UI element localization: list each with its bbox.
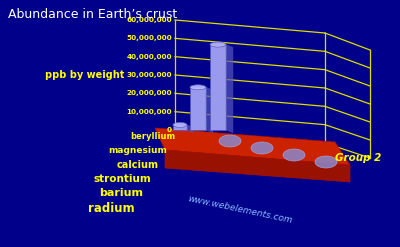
- Text: beryllium: beryllium: [130, 132, 175, 141]
- Text: ppb by weight: ppb by weight: [45, 70, 125, 80]
- Polygon shape: [226, 44, 233, 133]
- Text: calcium: calcium: [117, 160, 159, 170]
- Polygon shape: [210, 44, 226, 130]
- Ellipse shape: [283, 149, 305, 161]
- Text: radium: radium: [88, 202, 135, 215]
- Ellipse shape: [219, 135, 241, 147]
- Ellipse shape: [190, 85, 206, 90]
- Text: 50,000,000: 50,000,000: [126, 35, 172, 41]
- Ellipse shape: [251, 142, 273, 154]
- Text: 60,000,000: 60,000,000: [126, 17, 172, 23]
- Text: www.webelements.com: www.webelements.com: [187, 194, 293, 225]
- Text: magnesium: magnesium: [108, 146, 167, 155]
- Polygon shape: [206, 87, 213, 133]
- Ellipse shape: [173, 122, 187, 127]
- Text: 30,000,000: 30,000,000: [126, 72, 172, 78]
- Text: barium: barium: [99, 188, 143, 198]
- Polygon shape: [155, 128, 350, 165]
- Text: Abundance in Earth’s crust: Abundance in Earth’s crust: [8, 8, 177, 21]
- Polygon shape: [165, 150, 350, 182]
- Text: 10,000,000: 10,000,000: [126, 109, 172, 115]
- Polygon shape: [187, 125, 193, 132]
- Text: 20,000,000: 20,000,000: [126, 90, 172, 96]
- Ellipse shape: [315, 156, 337, 168]
- Text: Group 2: Group 2: [335, 153, 381, 163]
- Text: 0: 0: [167, 127, 172, 133]
- Polygon shape: [173, 125, 187, 130]
- Ellipse shape: [210, 42, 226, 47]
- Polygon shape: [190, 87, 206, 130]
- Text: strontium: strontium: [93, 174, 151, 184]
- Text: 40,000,000: 40,000,000: [126, 54, 172, 60]
